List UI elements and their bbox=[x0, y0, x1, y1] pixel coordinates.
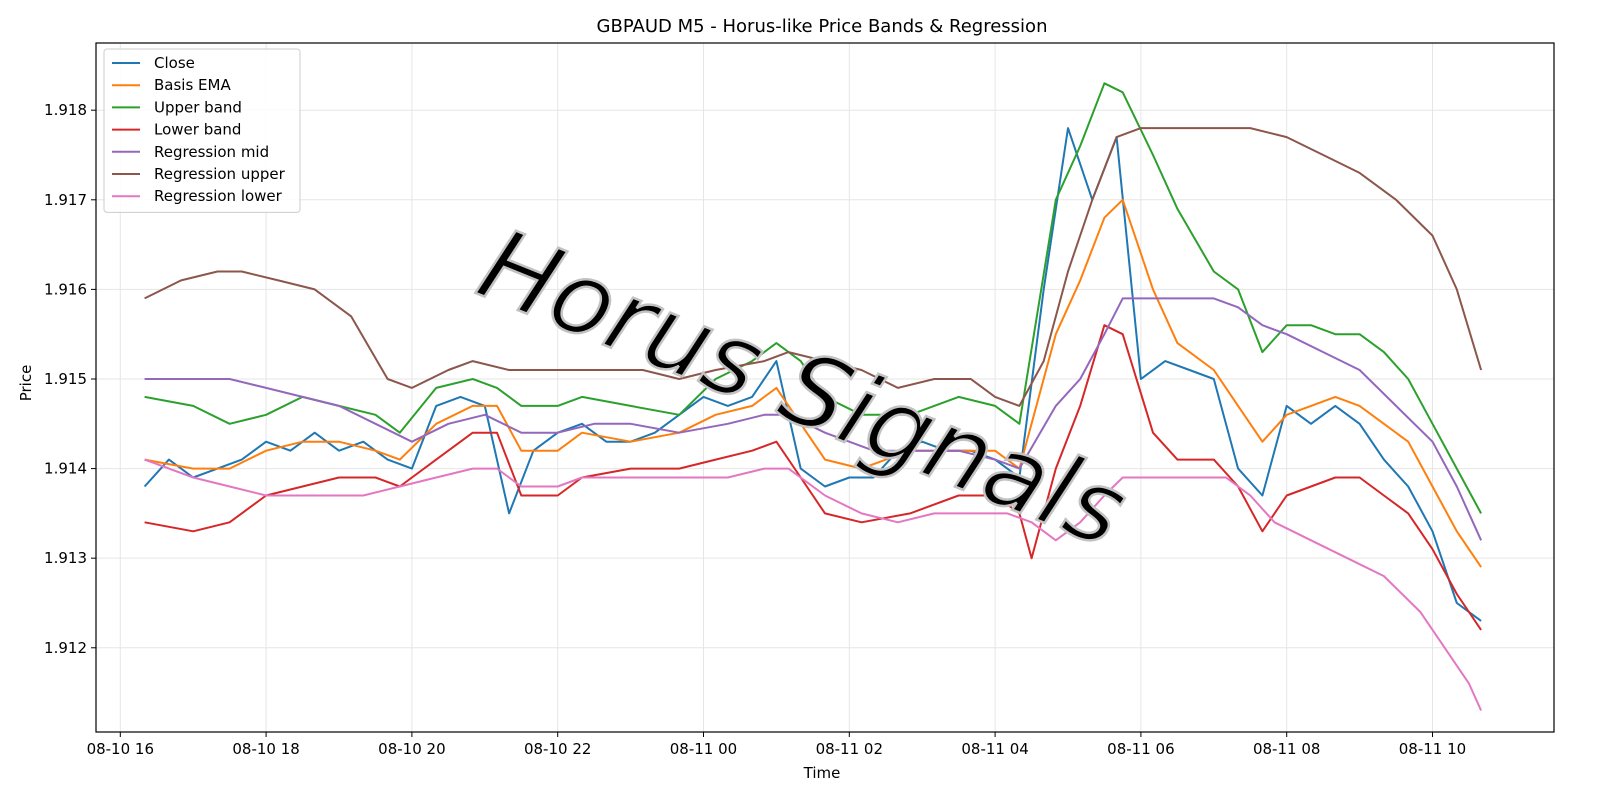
x-tick-label: 08-10 20 bbox=[378, 740, 445, 758]
y-tick-label: 1.917 bbox=[44, 191, 87, 209]
axis-ticks: 08-10 16 08-10 18 08-10 20 08-10 22 08-11 00… bbox=[44, 101, 1466, 758]
y-tick-label: 1.913 bbox=[44, 549, 87, 567]
series-line-regression-upper bbox=[144, 127, 1483, 407]
series-line-regression-lower bbox=[144, 458, 1483, 711]
legend-label: Lower band bbox=[154, 121, 241, 139]
legend-label: Basis EMA bbox=[154, 76, 231, 94]
legend-box bbox=[103, 48, 301, 213]
legend-label: Upper band bbox=[154, 98, 242, 116]
x-tick-label: 08-11 00 bbox=[670, 740, 737, 758]
y-tick-label: 1.914 bbox=[44, 460, 87, 478]
y-tick-label: 1.918 bbox=[44, 101, 87, 119]
x-tick-label: 08-11 02 bbox=[816, 740, 883, 758]
x-tick-label: 08-11 06 bbox=[1107, 740, 1174, 758]
series-line-close bbox=[143, 127, 1482, 622]
y-tick-label: 1.912 bbox=[44, 639, 87, 657]
plot-frame bbox=[95, 42, 1555, 733]
x-tick-label: 08-11 08 bbox=[1253, 740, 1320, 758]
x-tick-label: 08-11 04 bbox=[961, 740, 1028, 758]
x-tick-label: 08-10 18 bbox=[232, 740, 299, 758]
legend-label: Regression mid bbox=[154, 143, 269, 161]
legend-label: Regression lower bbox=[154, 187, 283, 205]
x-tick-label: 08-10 16 bbox=[87, 740, 154, 758]
y-axis-label: Price bbox=[17, 365, 35, 402]
x-tick-label: 08-10 22 bbox=[524, 740, 591, 758]
series-line-regression-mid bbox=[144, 297, 1483, 541]
grid bbox=[96, 43, 1554, 732]
x-axis-label: Time bbox=[803, 764, 841, 782]
series-line-lower-band bbox=[144, 324, 1482, 631]
chart-title: GBPAUD M5 - Horus-like Price Bands & Reg… bbox=[597, 16, 1048, 37]
series-line-upper-band bbox=[144, 82, 1482, 514]
y-tick-label: 1.916 bbox=[44, 280, 87, 298]
series-layer bbox=[143, 82, 1483, 711]
legend-label: Close bbox=[154, 54, 195, 72]
x-tick-label: 08-11 10 bbox=[1399, 740, 1466, 758]
y-tick-label: 1.915 bbox=[44, 370, 87, 388]
series-line-basis-ema bbox=[144, 198, 1482, 568]
legend-label: Regression upper bbox=[154, 165, 286, 183]
legend: Close Basis EMA Upper band Lower band Regres… bbox=[103, 48, 301, 213]
